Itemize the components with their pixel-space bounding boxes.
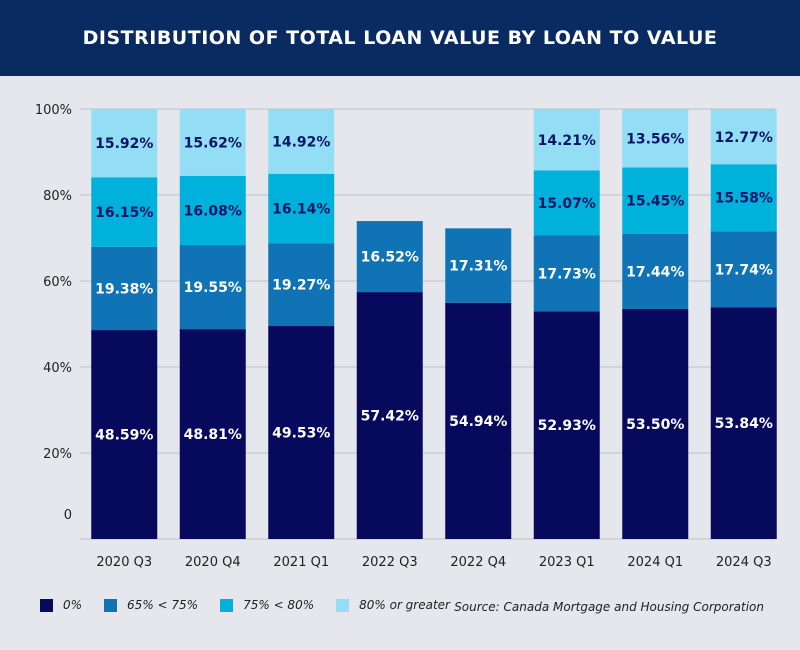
data-label: 16.52% <box>361 250 419 266</box>
data-label: 48.81% <box>184 427 242 443</box>
data-label: 54.94% <box>449 414 507 430</box>
y-tick-label: 40% <box>43 361 72 376</box>
data-label: 14.21% <box>538 133 596 149</box>
data-label: 19.55% <box>184 280 242 296</box>
bar-segment <box>268 326 335 539</box>
legend-item-1: 65% < 75% <box>104 598 198 612</box>
y-tick-label: 100% <box>35 103 72 118</box>
bar-segment <box>179 108 246 176</box>
legend-label-0: 0% <box>63 598 83 612</box>
legend-label-1: 65% < 75% <box>127 598 199 612</box>
bar-segment <box>622 233 689 309</box>
bar-segment <box>533 109 600 171</box>
legend-label-3: 80% or greater <box>359 598 450 612</box>
data-label: 16.14% <box>272 201 330 217</box>
bar-segment <box>533 235 600 312</box>
bar-segment <box>445 302 512 539</box>
data-label: 17.73% <box>538 266 596 282</box>
legend-item-3: 80% or greater <box>336 598 450 612</box>
y-tick-label: 20% <box>43 447 72 462</box>
data-label: 17.74% <box>715 262 773 278</box>
y-tick-label: 60% <box>43 275 72 290</box>
data-label: 16.15% <box>95 205 153 221</box>
legend-swatch-1 <box>104 598 118 612</box>
data-label: 49.53% <box>272 426 330 442</box>
x-tick-label: 2022 Q4 <box>450 555 506 570</box>
stacked-bar-chart: 0 20% 40% 60% 80% 100% 48.59% 19.38% 16.15% 15.92… <box>35 103 777 570</box>
bar-segment <box>91 246 158 331</box>
data-label: 19.27% <box>272 278 330 294</box>
bar-segment <box>710 231 777 308</box>
data-label: 14.92% <box>272 135 330 151</box>
data-label: 15.58% <box>715 191 773 207</box>
bar-segment <box>179 245 246 330</box>
data-label: 19.38% <box>95 281 153 297</box>
x-tick-label: 2020 Q3 <box>96 555 152 570</box>
data-label: 15.07% <box>538 196 596 212</box>
legend-item-0: 0% <box>40 598 82 612</box>
bar-segment <box>268 173 335 244</box>
x-tick-label: 2024 Q3 <box>716 555 772 570</box>
bar-segment <box>533 170 600 236</box>
data-label: 13.56% <box>626 131 684 147</box>
data-label: 17.44% <box>626 264 684 280</box>
x-tick-label: 2023 Q1 <box>539 555 595 570</box>
legend-swatch-2 <box>220 598 234 612</box>
legend: 0% 65% < 75% 75% < 80% 80% or greater <box>40 598 472 612</box>
x-tick-label: 2022 Q3 <box>362 555 418 570</box>
x-tick-label: 2020 Q4 <box>185 555 241 570</box>
bar-segment <box>356 221 423 293</box>
data-label: 15.45% <box>626 194 684 210</box>
legend-item-2: 75% < 80% <box>220 598 314 612</box>
bar-segment <box>445 228 512 303</box>
x-tick-label: 2024 Q1 <box>627 555 683 570</box>
chart-title: DISTRIBUTION OF TOTAL LOAN VALUE BY LOAN… <box>82 27 718 49</box>
bar-segment <box>710 164 777 232</box>
bar-segment <box>622 308 689 539</box>
data-label: 57.42% <box>361 409 419 425</box>
legend-label-2: 75% < 80% <box>243 598 315 612</box>
bar-segment <box>710 109 777 165</box>
bar-segment <box>356 292 423 539</box>
data-label: 53.84% <box>715 416 773 432</box>
source-note: Source: Canada Mortgage and Housing Corp… <box>454 600 764 614</box>
legend-swatch-3 <box>336 598 350 612</box>
bar-segment <box>179 329 246 539</box>
title-bar: DISTRIBUTION OF TOTAL LOAN VALUE BY LOAN… <box>0 0 800 76</box>
bar-segment <box>710 307 777 539</box>
y-tick-label: 80% <box>43 189 72 204</box>
bar-segment <box>268 243 335 327</box>
bar-segment <box>268 109 335 174</box>
bar-segment <box>91 177 158 247</box>
data-label: 53.50% <box>626 417 684 433</box>
data-label: 48.59% <box>95 428 153 444</box>
data-label: 15.62% <box>184 135 242 151</box>
bar-segment <box>622 109 689 168</box>
y-tick-label: 0 <box>64 508 72 523</box>
data-label: 52.93% <box>538 418 596 434</box>
legend-swatch-0 <box>40 598 53 612</box>
bar-segment <box>622 167 689 234</box>
data-label: 12.77% <box>715 130 773 146</box>
bar-segment <box>179 175 246 246</box>
data-label: 15.92% <box>95 136 153 152</box>
bar-segment <box>91 108 158 178</box>
data-label: 16.08% <box>184 203 242 219</box>
x-tick-label: 2021 Q1 <box>273 555 329 570</box>
bar-segment <box>533 311 600 539</box>
bar-segment <box>91 330 158 539</box>
data-label: 17.31% <box>449 259 507 275</box>
